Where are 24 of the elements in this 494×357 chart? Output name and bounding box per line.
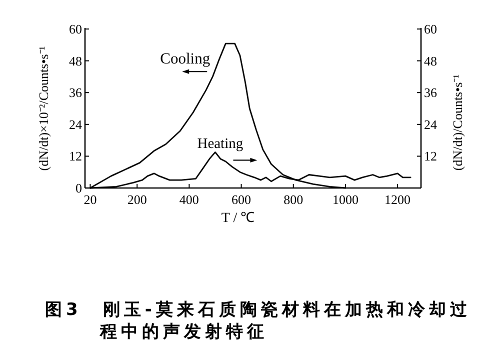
y2-tick-label: 60: [424, 22, 437, 36]
x-tick-label: 200: [127, 192, 147, 207]
x-tick-label: 800: [284, 192, 304, 207]
y2-tick-label: 24: [424, 116, 438, 132]
series-label: Cooling: [160, 50, 210, 68]
y2-tick-label: 12: [424, 148, 437, 164]
series-label: Heating: [197, 136, 244, 152]
y-tick-label: 60: [69, 22, 82, 36]
x-tick-label: 400: [179, 192, 199, 207]
y-tick-label: 36: [69, 85, 82, 100]
x-tick-label: 20: [84, 192, 97, 207]
y-tick-label: 48: [69, 53, 82, 68]
y2-axis-title: (dN/dt)/Counts•s⁻¹: [450, 74, 465, 171]
y-tick-label: 12: [69, 148, 82, 164]
y-tick-label: 0: [76, 180, 82, 196]
y2-tick-label: 36: [424, 85, 438, 100]
x-tick-label: 600: [232, 192, 252, 207]
x-tick-label: 1200: [384, 192, 411, 207]
caption: 图3 刚玉-莫来石质陶瓷材料在加热和冷却过程中的声发射特征: [45, 299, 472, 343]
y2-tick-label: 48: [424, 53, 437, 68]
x-axis-title: T / ℃: [221, 211, 255, 226]
y-axis-title: (dN/dt)×10⁻²/Counts•s⁻¹: [36, 46, 51, 171]
x-tick-label: 1000: [332, 192, 358, 207]
y-tick-label: 24: [69, 116, 82, 132]
